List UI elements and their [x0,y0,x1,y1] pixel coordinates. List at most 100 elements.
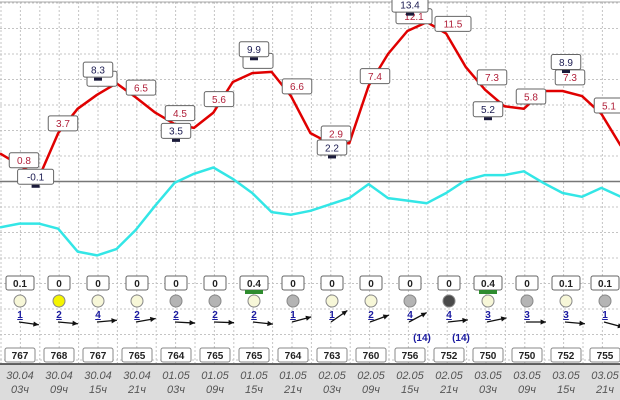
cloud-cover-icon [169,294,183,308]
wind-arrow-head-icon [462,317,468,324]
extreme-label-box [391,0,429,13]
temperature-label-text: 6.5 [134,83,148,94]
temperature-label-box [359,68,391,85]
extreme-label-text: 5.2 [481,105,495,116]
temperature-label: 3.7 [47,115,79,132]
wind-speed: 1 [329,310,335,321]
precip-value: 0 [212,279,218,290]
wind-arrow-head-icon [33,321,39,327]
pressure-box [433,347,465,363]
temperature-label-box [515,88,547,105]
value-labels: 0.8 3.7 6.5 4.5 5.6 6.6 2.9 7.4 12.1 11.5 7.3 5.8 7.… [8,0,620,188]
cloud-cover-icon [13,294,27,308]
date-label: 02.05 [318,370,346,382]
extreme-label-text: 8.3 [91,65,105,76]
extreme-marker [406,12,414,16]
wind-speed: 2 [173,310,179,321]
date-label: 03.05 [474,370,502,382]
extreme-label-text: 8.9 [559,58,573,69]
precip-value: 0 [524,279,530,290]
precip-value: 0 [329,279,335,290]
temperature-label-text: 7.4 [368,72,382,83]
extreme-label: 9.9 [238,41,270,58]
forecast-column: 0 1 763 [316,275,348,363]
forecast-column: 0 3 750 [511,275,546,363]
precip-value: 0 [134,279,140,290]
wind-speed: 2 [134,310,140,321]
extreme-label: 8.9 [550,54,582,71]
hour-label: 21ч [283,384,302,396]
wind-arrow-head-icon [149,316,156,323]
pressure-box [199,347,231,363]
pressure-box [511,347,543,363]
wind-gust: (14) [452,333,470,344]
temperature-label-box [164,105,196,122]
forecast-column: 0.1 3 752 [550,275,585,363]
temperature-label-text: 5.8 [524,92,538,103]
wind-arrow-head-icon [341,310,348,316]
pressure-value: 763 [324,351,341,362]
pressure-value: 767 [12,351,29,362]
wind-arrow-head-icon [189,320,195,326]
extreme-label-box [238,41,270,58]
pressure-value: 756 [402,351,419,362]
cloud-cover-icon [481,294,495,308]
precip-value: 0 [290,279,296,290]
extreme-label: 2.2 [316,139,348,156]
precip-value: 0 [407,279,413,290]
cloud-cover-icon [247,294,261,308]
wind-arrow-head-icon [305,315,312,321]
pressure-box [160,347,192,363]
temperature-label-text: 0.8 [17,156,31,167]
pressure-box [472,347,504,363]
hour-label: 15ч [245,384,263,396]
hour-label: 03ч [479,384,497,396]
forecast-column: 0 2 764 [160,275,196,363]
cloud-cover-icon [286,294,300,308]
cloud-cover-icon [442,294,456,308]
cloud-cover-icon [364,294,378,308]
pressure-box [43,347,75,363]
wind-arrow-head-icon [228,319,234,326]
temperature-label-box [593,97,620,114]
forecast-column: 0.1 1 755 [589,275,620,363]
extreme-label-box [316,139,348,156]
wind-speed: 4 [95,310,101,321]
precip-bar [479,290,497,294]
hour-label: 03ч [11,384,29,396]
pressure-value: 752 [558,351,575,362]
precip-box [515,275,539,291]
extreme-marker [31,184,40,188]
precip-box [86,275,110,291]
extreme-label: 8.3 [82,61,114,78]
pressure-box [121,347,153,363]
pressure-value: 752 [441,351,458,362]
temperature-label-text: 2.9 [329,129,343,140]
precip-box [164,275,188,291]
cloud-cover-icon [325,294,339,308]
hour-label: 09ч [206,384,224,396]
date-label: 02.05 [396,370,424,382]
temperature-label-text: 6.6 [290,82,304,93]
wind-arrow-head-icon [267,320,273,327]
precip-value: 0.1 [559,279,573,290]
hour-label: 21ч [439,384,458,396]
cloud-cover-icon [130,294,144,308]
pressure-box [316,347,348,363]
secondary-line [0,166,620,257]
hour-label: 09ч [362,384,380,396]
wind-speed: 1 [602,310,608,321]
temperature-label: 6.6 [281,78,313,95]
pressure-value: 765 [129,351,146,362]
temperature-label-box [125,79,157,96]
extreme-label: -0.1 [17,168,55,185]
extreme-marker [328,155,336,159]
wind-speed: 2 [368,310,374,321]
extreme-label-box [17,168,55,185]
wind-speed: 4 [407,310,413,321]
date-label: 30.04 [123,370,151,382]
date-label: 30.04 [84,370,112,382]
temperature-label: 2.9 [320,125,352,142]
temperature-label: 7.4 [359,68,391,85]
hour-label: 09ч [518,384,536,396]
